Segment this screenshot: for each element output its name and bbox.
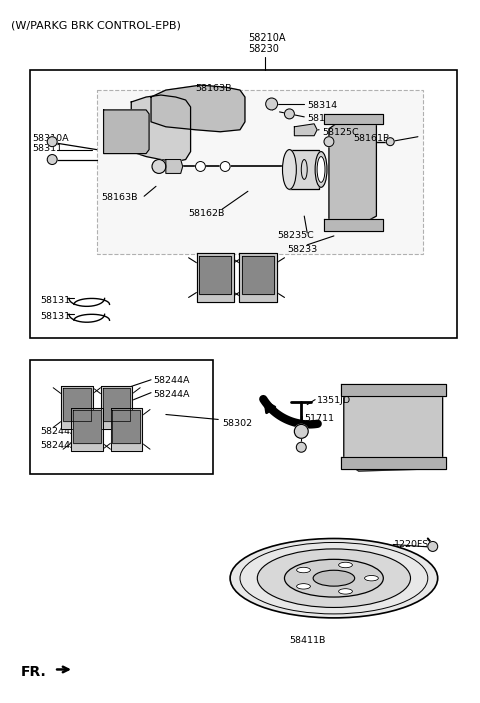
Circle shape bbox=[324, 136, 334, 147]
Polygon shape bbox=[242, 256, 274, 295]
Text: 58244A: 58244A bbox=[40, 441, 77, 451]
Polygon shape bbox=[200, 256, 231, 295]
Circle shape bbox=[296, 442, 306, 452]
Text: 58163B: 58163B bbox=[102, 193, 138, 202]
Text: 58163B: 58163B bbox=[195, 84, 232, 93]
Text: 58244A: 58244A bbox=[40, 427, 77, 437]
Text: 58244A: 58244A bbox=[153, 376, 190, 385]
Polygon shape bbox=[294, 124, 317, 136]
Polygon shape bbox=[341, 384, 445, 396]
Ellipse shape bbox=[315, 152, 327, 187]
Ellipse shape bbox=[364, 576, 378, 581]
Text: 58161B: 58161B bbox=[354, 134, 390, 143]
Polygon shape bbox=[112, 410, 140, 444]
Text: 58125F: 58125F bbox=[307, 114, 343, 123]
Text: 58411B: 58411B bbox=[289, 636, 325, 645]
Bar bbox=[30, 70, 457, 338]
Text: 1220FS: 1220FS bbox=[394, 541, 430, 550]
Polygon shape bbox=[166, 160, 183, 174]
Text: 58302: 58302 bbox=[222, 420, 252, 428]
Polygon shape bbox=[104, 110, 149, 153]
Polygon shape bbox=[196, 253, 234, 302]
Text: 58210A
58230: 58210A 58230 bbox=[248, 32, 286, 54]
Circle shape bbox=[266, 98, 277, 110]
Text: 58131: 58131 bbox=[40, 312, 71, 321]
Circle shape bbox=[195, 162, 205, 172]
Ellipse shape bbox=[297, 583, 311, 589]
Polygon shape bbox=[289, 150, 319, 189]
Text: 58235C: 58235C bbox=[277, 231, 314, 240]
Circle shape bbox=[285, 109, 294, 119]
Bar bbox=[96, 90, 423, 254]
Ellipse shape bbox=[317, 157, 325, 182]
Circle shape bbox=[47, 136, 57, 147]
Polygon shape bbox=[73, 410, 101, 444]
Polygon shape bbox=[131, 95, 191, 162]
Circle shape bbox=[220, 162, 230, 172]
Polygon shape bbox=[71, 408, 103, 451]
Text: 58131: 58131 bbox=[40, 297, 71, 305]
Text: 58244A: 58244A bbox=[153, 389, 190, 399]
Ellipse shape bbox=[230, 538, 438, 618]
Polygon shape bbox=[324, 114, 384, 124]
Text: 58314: 58314 bbox=[307, 101, 337, 110]
Circle shape bbox=[294, 425, 308, 438]
Polygon shape bbox=[61, 386, 93, 430]
Polygon shape bbox=[344, 385, 443, 471]
Ellipse shape bbox=[285, 560, 384, 597]
Text: (W/PARKG BRK CONTROL-EPB): (W/PARKG BRK CONTROL-EPB) bbox=[11, 20, 180, 31]
Text: 58162B: 58162B bbox=[189, 209, 225, 218]
Bar bbox=[30, 360, 213, 474]
Ellipse shape bbox=[297, 567, 311, 573]
Text: FR.: FR. bbox=[21, 666, 46, 680]
Polygon shape bbox=[329, 117, 376, 226]
Ellipse shape bbox=[257, 549, 410, 607]
Circle shape bbox=[428, 541, 438, 551]
Polygon shape bbox=[101, 386, 132, 430]
Polygon shape bbox=[110, 408, 142, 451]
Polygon shape bbox=[239, 253, 276, 302]
Polygon shape bbox=[341, 457, 445, 469]
Ellipse shape bbox=[338, 588, 352, 594]
Circle shape bbox=[386, 138, 394, 146]
Text: 58233: 58233 bbox=[288, 245, 318, 254]
Polygon shape bbox=[151, 85, 245, 131]
Ellipse shape bbox=[283, 150, 296, 189]
Polygon shape bbox=[63, 388, 91, 421]
Text: 58310A
58311: 58310A 58311 bbox=[33, 134, 69, 153]
Text: 1351JD: 1351JD bbox=[317, 396, 351, 405]
Polygon shape bbox=[103, 388, 130, 421]
Text: 58125C: 58125C bbox=[322, 128, 359, 137]
Text: 51711: 51711 bbox=[304, 413, 334, 423]
Ellipse shape bbox=[313, 570, 355, 586]
Circle shape bbox=[152, 160, 166, 174]
Ellipse shape bbox=[338, 562, 352, 568]
Circle shape bbox=[47, 155, 57, 165]
Polygon shape bbox=[324, 219, 384, 231]
